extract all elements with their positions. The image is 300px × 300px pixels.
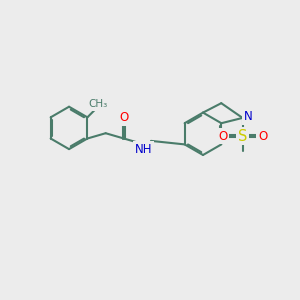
Text: O: O [218,130,227,143]
Text: O: O [119,111,128,124]
Text: S: S [238,129,247,144]
Text: CH₃: CH₃ [89,99,108,109]
Text: O: O [258,130,267,143]
Text: N: N [244,110,253,123]
Text: NH: NH [135,142,152,156]
